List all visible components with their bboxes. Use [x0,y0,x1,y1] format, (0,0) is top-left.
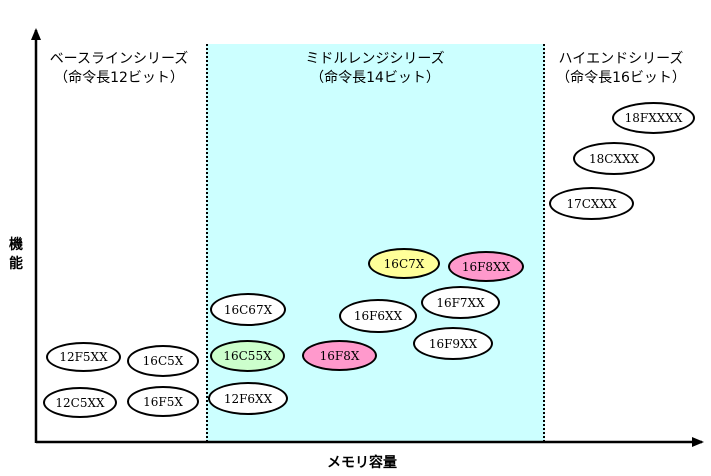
family-18fxxxx-label: 18FXXXX [624,111,683,125]
family-16f9xx: 16F9XX [413,327,493,360]
family-16c5x: 16C5X [127,345,199,377]
family-16f8x-label: 16F8X [319,348,360,363]
family-16f8xx-label: 16F8XX [461,259,511,274]
family-16c5x-label: 16C5X [142,354,184,368]
series-baseline-sub: （命令長12ビット） [54,70,184,86]
family-16f7xx-label: 16F7XX [436,295,485,310]
midrange-band [206,44,545,442]
family-12c5xx: 12C5XX [43,387,117,418]
family-17cxxx: 17CXXX [549,187,634,220]
family-16f8x: 16F8X [302,340,377,371]
family-16c7x-label: 16C7X [383,256,425,271]
series-midrange-sub: （命令長14ビット） [310,70,440,86]
family-16c55x: 16C55X [210,340,285,372]
series-midrange-name: ミドルレンジシリーズ [305,51,445,67]
family-12f6xx-label: 12F6XX [223,391,273,406]
family-16f6xx-label: 16F6XX [353,309,403,323]
family-16c7x: 16C7X [368,248,440,279]
family-16c67x: 16C67X [210,293,286,326]
series-highend-sub: （命令長16ビット） [556,70,686,86]
family-18cxxx: 18CXXX [573,142,655,175]
family-12f6xx: 12F6XX [208,382,288,415]
y-axis-label-char-2: 能 [9,256,23,272]
family-16f8xx: 16F8XX [448,251,524,282]
family-16c55x-label: 16C55X [223,349,272,363]
family-16f7xx: 16F7XX [421,286,500,319]
family-18cxxx-label: 18CXXX [588,151,640,166]
family-12f5xx-label: 12F5XX [59,350,108,364]
y-axis-label-char-1: 機 [9,237,23,253]
family-16f5x: 16F5X [127,386,199,417]
family-16c67x-label: 16C67X [223,302,273,317]
series-baseline-name: ベースラインシリーズ [49,51,189,67]
y-axis-label: 機 能 [8,236,24,274]
family-16f6xx: 16F6XX [339,299,417,333]
family-18fxxxx: 18FXXXX [612,102,695,134]
series-title-highend: ハイエンドシリーズ （命令長16ビット） [543,50,699,88]
family-16f9xx-label: 16F9XX [428,336,478,351]
series-highend-name: ハイエンドシリーズ [558,51,684,67]
family-12f5xx: 12F5XX [46,342,121,372]
family-12c5xx-label: 12C5XX [55,395,105,410]
series-title-midrange: ミドルレンジシリーズ （命令長14ビット） [270,50,480,88]
series-title-baseline: ベースラインシリーズ （命令長12ビット） [34,50,204,88]
x-axis-label: メモリ容量 [327,455,397,471]
family-17cxxx-label: 17CXXX [566,196,617,211]
family-16f5x-label: 16F5X [143,394,183,409]
